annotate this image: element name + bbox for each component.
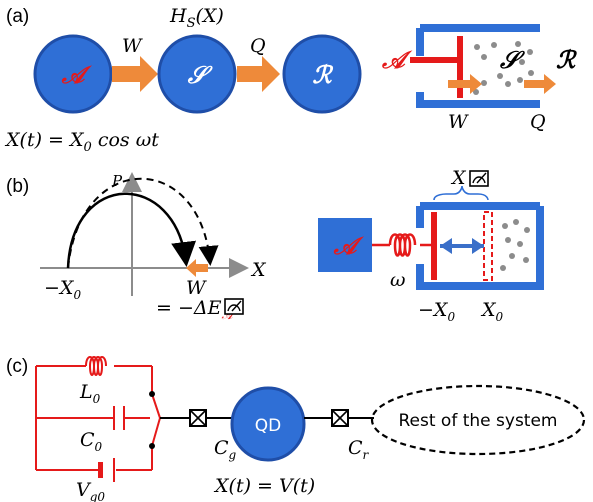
piston-work-label: W bbox=[448, 111, 469, 133]
capacitor-label: C0 bbox=[80, 429, 103, 454]
work-label-b: W bbox=[186, 277, 207, 299]
agent-circle bbox=[33, 34, 113, 114]
reservoir-circle bbox=[282, 34, 362, 114]
reservoir-symbol: ℛ bbox=[312, 60, 334, 89]
x-axis-label: X bbox=[250, 259, 267, 281]
heat-label: Q bbox=[250, 35, 266, 57]
piston-work-arrow bbox=[448, 74, 482, 94]
x-measure-label: X bbox=[450, 167, 467, 189]
piston-box-a bbox=[416, 24, 540, 108]
gate-junction bbox=[189, 409, 207, 427]
brace bbox=[433, 185, 489, 201]
minus-x0-tick: −X0 bbox=[44, 277, 81, 302]
piston-head-dashed bbox=[483, 211, 493, 281]
switch-node-top bbox=[149, 391, 155, 397]
piston-heat-arrow bbox=[524, 74, 556, 94]
work-label: W bbox=[122, 35, 143, 57]
protocol-c: X(t) = V(t) bbox=[213, 475, 315, 497]
rest-ellipse bbox=[370, 384, 586, 456]
right-junction bbox=[331, 409, 349, 427]
work-shift-arrow bbox=[186, 259, 208, 277]
meter-icon bbox=[224, 298, 244, 315]
piston-minus-x0: −X0 bbox=[418, 299, 455, 324]
piston-x0: X0 bbox=[480, 299, 504, 324]
qd-circle bbox=[230, 386, 306, 462]
switch-node-bottom bbox=[149, 443, 155, 449]
gate-cap-label: Cg bbox=[214, 437, 237, 462]
meter-icon-b bbox=[469, 170, 489, 187]
circuit-left bbox=[35, 356, 161, 471]
work-arrow bbox=[112, 56, 158, 92]
omega-label: ω bbox=[390, 269, 406, 291]
agent-box bbox=[318, 218, 372, 272]
inductor-label: L0 bbox=[79, 381, 101, 406]
panel-b-label: (b) bbox=[6, 176, 29, 197]
voltage-label: Vg0 bbox=[76, 479, 105, 502]
p-axis-label: P bbox=[111, 172, 123, 190]
displacement-arrowheads bbox=[440, 238, 484, 254]
right-cap-label: Cr bbox=[348, 437, 370, 462]
rest-label: Rest of the system bbox=[399, 411, 558, 431]
gas-particles-b bbox=[500, 219, 530, 271]
hamiltonian-label: HS(X) bbox=[169, 5, 224, 31]
panel-a-label: (a) bbox=[6, 6, 29, 27]
protocol-a: X(t) = X0 cos ωt bbox=[4, 129, 159, 155]
piston-box-b bbox=[416, 202, 544, 290]
piston-agent-a: 𝒜 bbox=[381, 45, 413, 74]
piston-reservoir-a: ℛ bbox=[556, 45, 578, 74]
battery-plate-long bbox=[98, 462, 103, 478]
heat-arrow bbox=[237, 56, 280, 92]
gas-particles-a bbox=[473, 41, 534, 95]
qd-label: QD bbox=[255, 416, 281, 436]
piston-heat-label: Q bbox=[530, 111, 546, 133]
panel-c-label: (c) bbox=[6, 356, 28, 377]
system-circle bbox=[157, 34, 237, 114]
solid-trajectory bbox=[66, 192, 197, 269]
spring-icon bbox=[388, 233, 417, 257]
dashed-trajectory bbox=[67, 177, 219, 269]
